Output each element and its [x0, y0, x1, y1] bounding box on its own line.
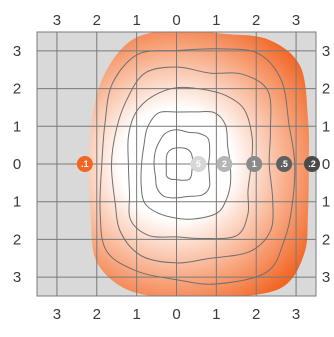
- x-tick-label-bottom: 1: [212, 306, 220, 323]
- y-tick-label-right: 3: [322, 269, 330, 286]
- point-label: 5: [196, 159, 201, 169]
- x-tick-label-bottom: 3: [53, 306, 61, 323]
- point-label: 2: [222, 159, 227, 169]
- y-tick-label-right: 2: [322, 81, 330, 98]
- x-tick-label-bottom: 1: [132, 306, 140, 323]
- x-tick-label-top: 1: [132, 12, 140, 29]
- y-tick-label-right: 1: [322, 118, 330, 135]
- contour-line: [127, 86, 254, 240]
- x-tick-label-top: 3: [53, 12, 61, 29]
- y-tick-label-left: 2: [13, 231, 21, 248]
- y-tick-label-right: 1: [322, 194, 330, 211]
- x-tick-label-top: 0: [172, 12, 180, 29]
- data-point: .2: [304, 156, 321, 172]
- y-tick-label-left: 3: [13, 269, 21, 286]
- y-tick-label-left: 3: [13, 43, 21, 60]
- point-label: .1: [81, 159, 89, 169]
- data-point: .5: [276, 156, 293, 172]
- contour-line: [153, 129, 211, 199]
- point-marker: [190, 156, 207, 172]
- data-point: 2: [216, 156, 233, 172]
- point-marker: [76, 156, 93, 172]
- y-tick-label-left: 1: [13, 194, 21, 211]
- x-tick-label-bottom: 0: [172, 306, 180, 323]
- x-tick-label-top: 3: [292, 12, 300, 29]
- x-tick-label-top: 2: [252, 12, 260, 29]
- contour-line: [165, 147, 194, 181]
- data-point: .1: [76, 156, 93, 172]
- x-tick-label-bottom: 3: [292, 306, 300, 323]
- point-marker: [276, 156, 293, 172]
- point-marker: [216, 156, 233, 172]
- data-point: 5: [190, 156, 207, 172]
- point-marker: [304, 156, 321, 172]
- y-tick-label-right: 3: [322, 43, 330, 60]
- point-label: .5: [280, 159, 288, 169]
- x-tick-label-bottom: 2: [252, 306, 260, 323]
- point-label: 1: [252, 159, 257, 169]
- x-tick-label-bottom: 2: [93, 306, 101, 323]
- y-tick-label-right: 0: [322, 156, 330, 173]
- contour-line: [140, 111, 232, 220]
- data-point: 1: [246, 156, 263, 172]
- y-tick-label-left: 2: [13, 81, 21, 98]
- contour-line: [110, 66, 274, 264]
- x-tick-label-top: 2: [93, 12, 101, 29]
- y-tick-label-left: 0: [13, 156, 21, 173]
- point-label: .2: [308, 159, 316, 169]
- x-tick-label-top: 1: [212, 12, 220, 29]
- point-marker: [246, 156, 263, 172]
- contour-line: [99, 48, 296, 285]
- y-tick-label-left: 1: [13, 118, 21, 135]
- y-tick-label-right: 2: [322, 231, 330, 248]
